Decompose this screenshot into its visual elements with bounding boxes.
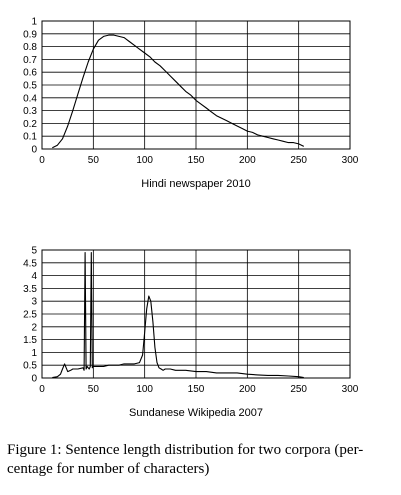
x-tick-label: 200 — [239, 155, 256, 166]
y-tick-label: 0.2 — [23, 119, 37, 130]
x-tick-label: 0 — [39, 155, 45, 166]
y-tick-label: 2 — [31, 322, 37, 333]
y-tick-label: 0.5 — [23, 361, 37, 372]
caption-line-1: Figure 1: Sentence length distribution f… — [7, 442, 364, 458]
caption-line-2: centage for number of characters) — [7, 461, 210, 477]
plot-frame — [41, 20, 351, 150]
series-line — [52, 34, 305, 149]
x-tick-label: 150 — [188, 155, 205, 166]
y-tick-label: 0.6 — [23, 68, 37, 79]
x-tick-label: 100 — [136, 155, 153, 166]
y-tick-label: 0.3 — [23, 106, 37, 117]
y-tick-label: 0 — [31, 374, 37, 385]
y-tick-label: 0.8 — [23, 42, 37, 53]
x-tick-label: 200 — [239, 384, 256, 395]
x-tick-label: 150 — [188, 384, 205, 395]
y-tick-label: 5 — [31, 246, 37, 257]
y-tick-label: 0.9 — [23, 29, 37, 40]
y-tick-label: 1.5 — [23, 335, 37, 346]
x-tick-label: 300 — [342, 155, 359, 166]
x-tick-label: 100 — [136, 384, 153, 395]
series-line — [52, 252, 304, 379]
y-tick-label: 3 — [31, 297, 37, 308]
y-tick-label: 0.4 — [23, 93, 37, 104]
y-tick-label: 3.5 — [23, 284, 37, 295]
y-tick-label: 4.5 — [23, 258, 37, 269]
chart-1: 0 0.1 0.2 0.3 0.40.5 0.6 0.7 0.8 0.91 0 50 100 150 20… — [23, 17, 359, 191]
x-tick-label: 0 — [39, 384, 45, 395]
x-tick-label: 250 — [290, 155, 307, 166]
y-tick-label: 1 — [31, 348, 37, 359]
x-axis-label: Sundanese Wikipedia 2007 — [129, 407, 263, 419]
figure-caption: Figure 1: Sentence length distribution f… — [7, 441, 397, 479]
y-tick-label: 2.5 — [23, 310, 37, 321]
plot-frame — [41, 249, 351, 379]
chart-2: 00.511.522.533.544.550 50 100 150 200 250 300S… — [23, 246, 359, 420]
x-tick-label: 300 — [342, 384, 359, 395]
y-tick-label: 1 — [31, 17, 37, 28]
y-tick-label: 0.5 — [23, 81, 37, 92]
y-tick-label: 0.1 — [23, 132, 37, 143]
y-tick-label: 0 — [31, 145, 37, 156]
y-tick-label: 4 — [31, 271, 37, 282]
x-tick-label: 250 — [290, 384, 307, 395]
x-tick-label: 50 — [88, 384, 100, 395]
y-tick-label: 0.7 — [23, 55, 37, 66]
x-axis-label: Hindi newspaper 2010 — [141, 178, 250, 190]
x-tick-label: 50 — [88, 155, 100, 166]
